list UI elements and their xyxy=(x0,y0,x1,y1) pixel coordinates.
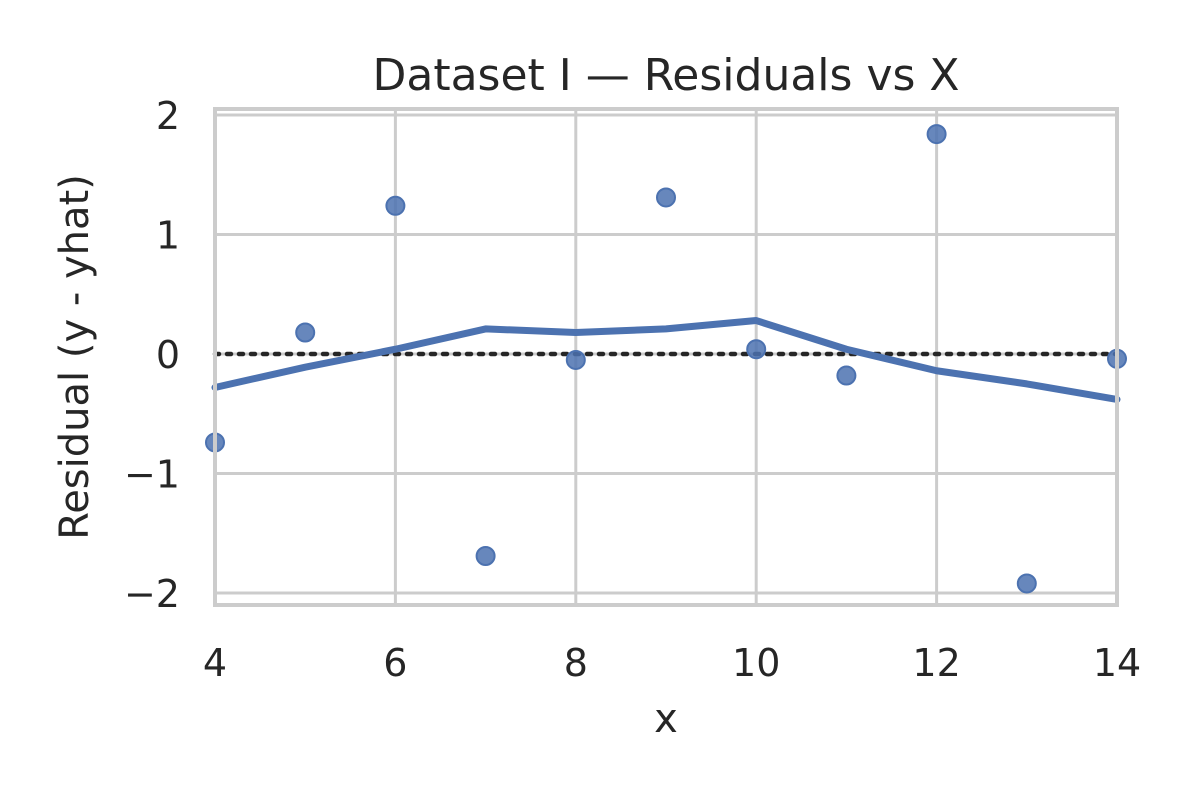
x-axis-label: x xyxy=(654,696,678,742)
x-tick-label-0: 4 xyxy=(203,641,227,685)
chart-title: Dataset I — Residuals vs X xyxy=(372,50,959,101)
y-axis-label: Residual (y - yhat) xyxy=(52,174,98,540)
x-tick-label-3: 10 xyxy=(732,641,780,685)
x-tick-label-4: 12 xyxy=(912,641,960,685)
y-tick-label-3: 1 xyxy=(156,213,180,257)
x-tick-label-1: 6 xyxy=(383,641,407,685)
x-tick-label-2: 8 xyxy=(564,641,588,685)
y-tick-label-1: −1 xyxy=(124,453,180,497)
y-tick-label-4: 2 xyxy=(156,94,180,138)
data-point-1 xyxy=(295,322,316,343)
data-point-8 xyxy=(926,124,947,145)
data-point-5 xyxy=(656,187,676,208)
data-point-9 xyxy=(1016,573,1037,594)
data-point-7 xyxy=(836,365,857,386)
data-point-6 xyxy=(746,339,767,360)
y-tick-label-2: 0 xyxy=(156,333,180,377)
y-tick-labels: −2 −1 0 1 2 xyxy=(124,94,180,616)
y-tick-label-0: −2 xyxy=(124,572,180,616)
smooth-trend-line xyxy=(211,317,1121,403)
x-tick-label-5: 14 xyxy=(1093,641,1141,685)
data-point-2 xyxy=(385,195,406,216)
plot-frame xyxy=(213,107,1119,607)
x-tick-labels: 4 6 8 10 12 14 xyxy=(203,641,1141,685)
data-point-3 xyxy=(475,545,496,566)
data-point-4 xyxy=(565,349,586,370)
